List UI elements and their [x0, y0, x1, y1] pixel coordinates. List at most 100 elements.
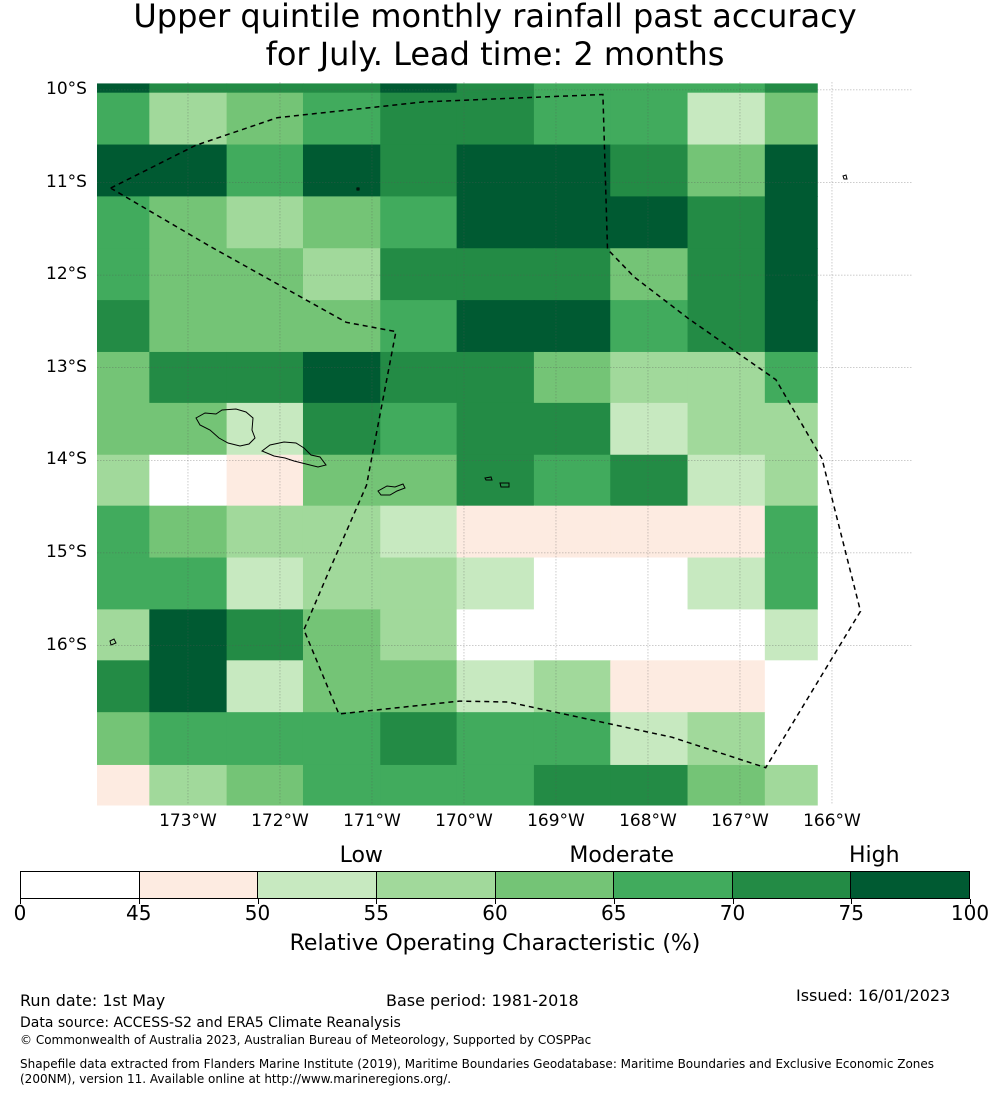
base-period: Base period: 1981-2018	[386, 991, 579, 1010]
map-cell	[533, 505, 611, 559]
map-cell	[687, 144, 766, 197]
map-cell	[687, 83, 766, 94]
map-cell	[687, 712, 766, 766]
map-cell	[456, 402, 535, 456]
map-cell	[380, 712, 458, 766]
map-cell	[302, 83, 381, 94]
map-cell	[149, 402, 228, 456]
map-cell	[97, 557, 150, 610]
map-cell	[380, 248, 458, 301]
colorbar-tick	[851, 899, 853, 904]
lat-label: 14°S	[46, 449, 87, 470]
issued-date: Issued: 16/01/2023	[796, 986, 951, 1005]
island-small	[356, 187, 360, 191]
map-cell	[764, 660, 818, 713]
map-cell	[456, 248, 535, 301]
map-cell	[610, 92, 689, 146]
map-cell	[302, 92, 381, 146]
map-cell	[764, 712, 818, 766]
colorbar-tick-label: 0	[13, 901, 27, 925]
colorbar-tick	[613, 899, 615, 904]
colorbar-tick-label: 50	[244, 901, 271, 925]
map-cell	[533, 609, 611, 661]
islands	[109, 174, 848, 646]
colorbar-tick	[20, 899, 21, 904]
map-cell	[380, 609, 458, 661]
map-cell	[687, 660, 766, 713]
map-cell	[302, 144, 381, 197]
map-cell	[533, 351, 611, 404]
map-cell	[380, 196, 458, 249]
map-cell	[226, 764, 304, 806]
chart-title-line-2: for July. Lead time: 2 months	[265, 35, 725, 73]
map-cell	[380, 92, 458, 146]
map-cell	[226, 351, 304, 404]
map-cell	[687, 92, 766, 146]
map-cell	[456, 660, 535, 713]
map-cell	[97, 92, 150, 146]
map-cell	[687, 300, 766, 353]
map-cell	[533, 92, 611, 146]
lat-label: 12°S	[46, 264, 87, 285]
map-cell	[456, 196, 535, 249]
map-cell	[302, 196, 381, 249]
map-cell	[380, 454, 458, 507]
map-cell	[380, 402, 458, 456]
map-cell	[764, 248, 818, 301]
island-niuafo-ou	[109, 638, 117, 646]
run-date: Run date: 1st May	[20, 991, 166, 1010]
lat-label: 11°S	[46, 171, 87, 192]
map-cell	[380, 660, 458, 713]
map-cell	[97, 144, 150, 197]
island-swains	[842, 174, 848, 180]
island-tutuila	[377, 483, 406, 496]
map-cell	[302, 609, 381, 661]
lon-label: 173°W	[159, 811, 217, 831]
map-cell	[533, 712, 611, 766]
map-cell	[226, 402, 304, 456]
lon-label: 172°W	[251, 811, 309, 831]
lon-label: 167°W	[711, 811, 769, 831]
map-cell	[687, 248, 766, 301]
map-cell	[380, 351, 458, 404]
shapefile-credit: Shapefile data extracted from Flanders M…	[20, 1057, 935, 1086]
lat-label: 10°S	[46, 78, 87, 99]
map-cell	[456, 300, 535, 353]
map-cell	[302, 764, 381, 806]
lon-label: 168°W	[619, 811, 677, 831]
map-cell	[456, 92, 535, 146]
map-cell	[764, 557, 818, 610]
map-cell	[456, 557, 535, 610]
map-cell	[97, 351, 150, 404]
map-cell	[610, 351, 689, 404]
map-cell	[456, 712, 535, 766]
map-cell	[456, 609, 535, 661]
map-cell	[533, 660, 611, 713]
colorbar-segment	[732, 872, 852, 898]
map-cell	[687, 196, 766, 249]
colorbar-tick	[495, 899, 496, 904]
map-cell	[687, 402, 766, 456]
map-cell	[764, 351, 818, 404]
copyright: © Commonwealth of Australia 2023, Austra…	[20, 1033, 592, 1047]
colorbar-tick-label: 55	[363, 901, 389, 925]
map-cell	[764, 300, 818, 353]
colorbar-segment	[139, 872, 259, 898]
map-cell	[226, 83, 304, 94]
map-cell	[226, 712, 304, 766]
map-cell	[610, 454, 689, 507]
map-cell	[97, 196, 150, 249]
chart-title-line-1: Upper quintile monthly rainfall past acc…	[133, 0, 857, 35]
map-cell	[456, 144, 535, 197]
map-cell	[226, 144, 304, 197]
map-cell	[764, 505, 818, 559]
island-ofu	[484, 476, 493, 481]
map-cell	[764, 764, 818, 806]
colorbar-tick	[376, 899, 378, 904]
map-cell	[533, 402, 611, 456]
map-cell	[302, 712, 381, 766]
colorbar-segment	[495, 872, 615, 898]
map-cell	[97, 609, 150, 661]
map-cell	[149, 196, 228, 249]
legend-category-label: Low	[339, 843, 383, 868]
